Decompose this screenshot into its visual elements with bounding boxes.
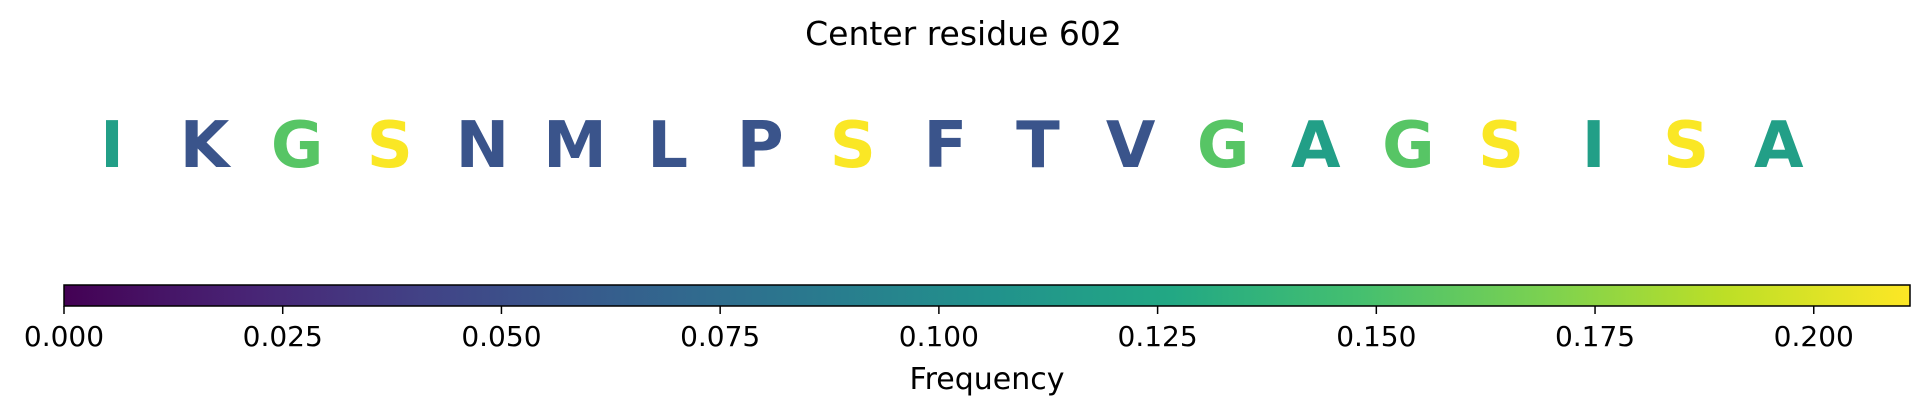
residue-s: S (1477, 109, 1525, 183)
colorbar-tick-label: 0.100 (899, 320, 979, 353)
chart-title: Center residue 602 (805, 14, 1122, 53)
colorbar-tick-label: 0.000 (24, 320, 104, 353)
residue-l: L (647, 109, 688, 183)
colorbar-tick-label: 0.025 (243, 320, 323, 353)
residue-g: G (1196, 109, 1250, 183)
residue-s: S (366, 109, 413, 183)
residue-s: S (1663, 109, 1710, 183)
colorbar-tick-label: 0.050 (461, 320, 541, 353)
colorbar-tick-label: 0.175 (1555, 320, 1635, 353)
colorbar-gradient (63, 284, 1911, 307)
residue-i: I (1581, 109, 1606, 183)
residue-v: V (1105, 109, 1156, 183)
residue-p: P (736, 109, 784, 183)
residue-k: K (179, 109, 230, 183)
residue-n: N (455, 109, 510, 183)
residue-a: A (1754, 109, 1804, 183)
colorbar-tick-label: 0.125 (1118, 320, 1198, 353)
residue-m: M (543, 109, 607, 183)
residue-a: A (1291, 109, 1341, 183)
colorbar-tick-label: 0.150 (1336, 320, 1416, 353)
colorbar-tick-label: 0.200 (1774, 320, 1854, 353)
residue-g: G (270, 109, 324, 183)
colorbar-ticks: 0.000 0.025 0.050 0.075 0.100 0.125 0.150 0.175… (24, 306, 1854, 353)
residue-i: I (100, 109, 124, 183)
colorbar-tick-label: 0.075 (680, 320, 760, 353)
residue-g: G (1382, 109, 1435, 183)
residue-t: T (1016, 109, 1060, 183)
residue-s: S (829, 109, 876, 183)
colorbar-label: Frequency (909, 362, 1065, 397)
residue-f: F (923, 109, 968, 183)
